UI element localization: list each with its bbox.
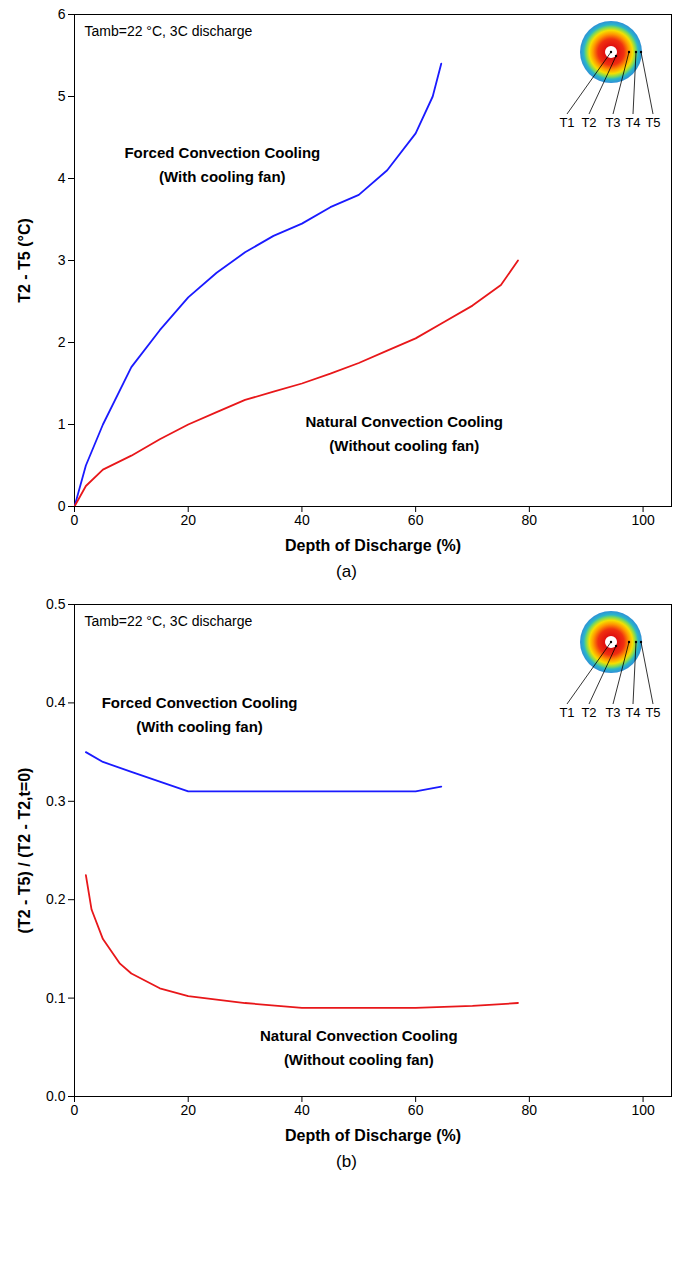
svg-text:60: 60 bbox=[408, 1102, 424, 1118]
svg-text:100: 100 bbox=[631, 1102, 655, 1118]
svg-text:100: 100 bbox=[631, 512, 655, 528]
svg-text:0.0: 0.0 bbox=[46, 1088, 66, 1104]
svg-text:Tamb=22 °C, 3C discharge: Tamb=22 °C, 3C discharge bbox=[85, 23, 253, 39]
svg-text:T2: T2 bbox=[581, 705, 596, 720]
svg-text:T1: T1 bbox=[559, 705, 574, 720]
svg-text:60: 60 bbox=[408, 512, 424, 528]
svg-text:6: 6 bbox=[58, 6, 66, 22]
svg-text:T5: T5 bbox=[645, 705, 660, 720]
svg-text:3: 3 bbox=[58, 252, 66, 268]
svg-text:80: 80 bbox=[522, 1102, 538, 1118]
svg-text:(T2 - T5) / (T2 - T2,t=0): (T2 - T5) / (T2 - T2,t=0) bbox=[16, 768, 33, 934]
svg-text:Natural Convection Cooling(Wit: Natural Convection Cooling(Without cooli… bbox=[306, 413, 504, 454]
svg-text:T2 - T5 (°C): T2 - T5 (°C) bbox=[16, 218, 33, 303]
svg-text:Forced Convection Cooling(With: Forced Convection Cooling(With cooling f… bbox=[124, 144, 320, 185]
svg-text:20: 20 bbox=[180, 512, 196, 528]
svg-text:Depth of Discharge (%): Depth of Discharge (%) bbox=[285, 537, 461, 554]
svg-text:0.5: 0.5 bbox=[46, 596, 66, 612]
html-text:(b): (b) bbox=[336, 1152, 357, 1171]
svg-text:80: 80 bbox=[522, 512, 538, 528]
svg-text:Natural Convection Cooling(Wit: Natural Convection Cooling(Without cooli… bbox=[260, 1027, 458, 1068]
svg-text:0: 0 bbox=[71, 1102, 79, 1118]
svg-text:0: 0 bbox=[58, 498, 66, 514]
svg-text:T4: T4 bbox=[625, 115, 640, 130]
svg-text:0.2: 0.2 bbox=[46, 891, 66, 907]
svg-text:Tamb=22 °C, 3C discharge: Tamb=22 °C, 3C discharge bbox=[85, 613, 253, 629]
svg-text:T3: T3 bbox=[605, 705, 620, 720]
svg-text:0.1: 0.1 bbox=[46, 990, 66, 1006]
svg-text:T4: T4 bbox=[625, 705, 640, 720]
svg-text:T5: T5 bbox=[645, 115, 660, 130]
svg-text:0.4: 0.4 bbox=[46, 694, 66, 710]
svg-text:4: 4 bbox=[58, 170, 66, 186]
svg-text:Depth of Discharge (%): Depth of Discharge (%) bbox=[285, 1127, 461, 1144]
svg-text:T3: T3 bbox=[605, 115, 620, 130]
svg-text:T1: T1 bbox=[559, 115, 574, 130]
svg-text:5: 5 bbox=[58, 88, 66, 104]
svg-text:40: 40 bbox=[294, 1102, 310, 1118]
html-text:(a): (a) bbox=[336, 562, 357, 581]
svg-text:1: 1 bbox=[58, 416, 66, 432]
svg-text:0.3: 0.3 bbox=[46, 793, 66, 809]
svg-text:Forced Convection Cooling(With: Forced Convection Cooling(With cooling f… bbox=[102, 694, 298, 735]
svg-text:20: 20 bbox=[180, 1102, 196, 1118]
svg-text:0: 0 bbox=[71, 512, 79, 528]
svg-text:2: 2 bbox=[58, 334, 66, 350]
svg-text:40: 40 bbox=[294, 512, 310, 528]
svg-text:T2: T2 bbox=[581, 115, 596, 130]
